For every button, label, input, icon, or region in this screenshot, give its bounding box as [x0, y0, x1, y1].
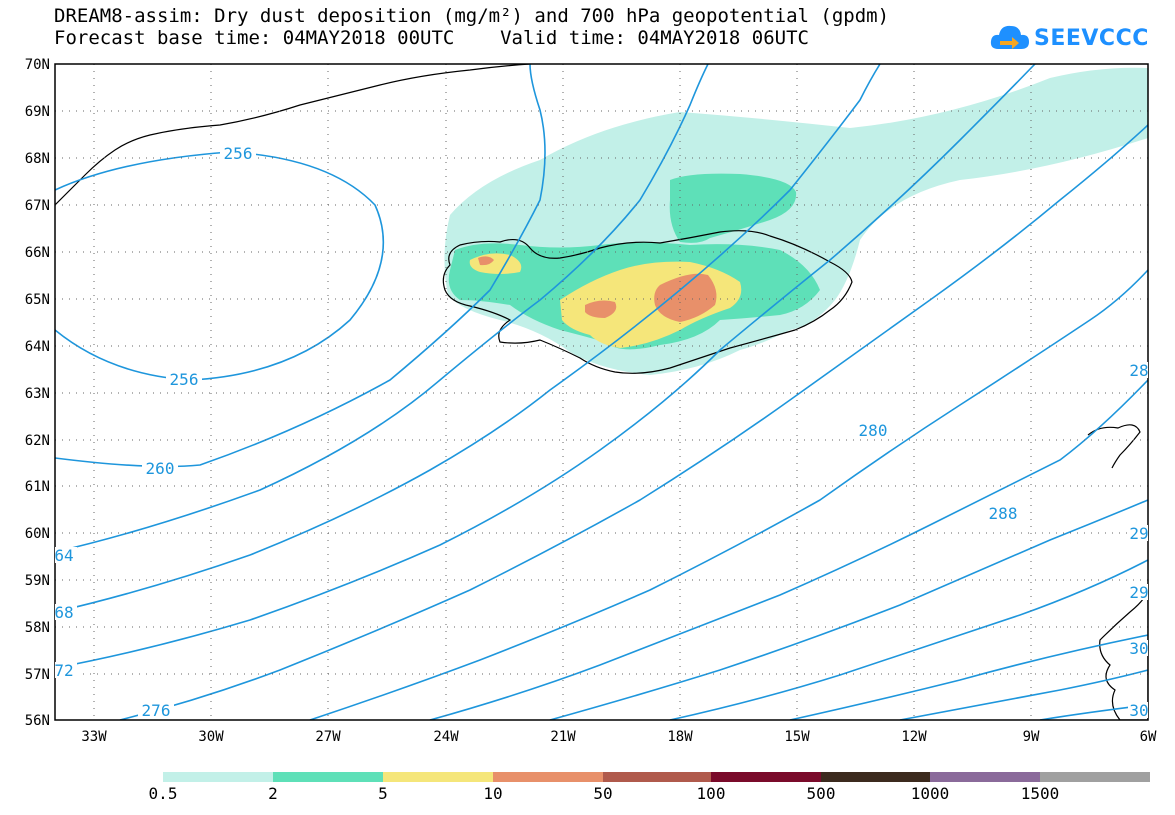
colorbar-swatch	[163, 772, 273, 782]
contour-284	[429, 379, 1148, 720]
dust-layer-10a	[654, 273, 717, 322]
map-frame	[54, 63, 1149, 721]
longitude-labels: 33W 30W 27W 24W 21W 18W 15W 12W 9W 6W	[81, 729, 1157, 745]
dust-layer-10b	[585, 300, 617, 318]
contour-label: 64	[54, 546, 73, 565]
lat-label: 61N	[25, 479, 50, 495]
contour-260	[55, 64, 546, 468]
gridlines	[55, 64, 1148, 720]
colorbar-label: 0.5	[148, 784, 178, 803]
contour-268	[55, 64, 881, 613]
contour-272	[55, 64, 1036, 669]
colorbar-label: 5	[378, 784, 388, 803]
lon-label: 21W	[550, 729, 576, 745]
colorbar-swatch	[493, 772, 603, 782]
lat-label: 67N	[25, 198, 50, 214]
colorbar	[163, 772, 1150, 782]
contour-292	[669, 559, 1148, 720]
contour-300	[899, 669, 1148, 720]
colorbar-swatch	[711, 772, 821, 782]
lon-label: 12W	[901, 729, 927, 745]
colorbar-swatch	[821, 772, 930, 782]
contour-label: 276	[142, 701, 171, 720]
contour-label: 68	[54, 603, 73, 622]
colorbar-label: 2	[268, 784, 278, 803]
lon-label: 33W	[81, 729, 107, 745]
contour-296	[789, 634, 1148, 720]
lat-label: 65N	[25, 292, 50, 308]
contour-label: 30	[1129, 639, 1148, 658]
colorbar-label: 50	[593, 784, 613, 803]
dust-deposition-shading	[444, 67, 1148, 375]
lat-label: 66N	[25, 245, 50, 261]
lat-label: 58N	[25, 620, 50, 636]
map-title-line2: Forecast base time: 04MAY2018 00UTC Vali…	[54, 27, 809, 49]
faroe-shetland-coast	[1087, 424, 1141, 469]
dust-layer-2a	[669, 173, 797, 243]
contour-288	[549, 499, 1148, 720]
lon-label: 6W	[1140, 729, 1157, 745]
colorbar-swatch	[383, 772, 493, 782]
iceland-coast	[442, 230, 853, 374]
contour-264	[55, 64, 709, 553]
lon-label: 18W	[667, 729, 693, 745]
contour-label: 72	[54, 661, 73, 680]
contour-labels: 256 256 260 64 68 72 276 280 288 28 29 2…	[54, 144, 1148, 720]
lat-label: 56N	[25, 713, 50, 729]
lat-label: 64N	[25, 339, 50, 355]
lon-label: 30W	[198, 729, 224, 745]
contour-label: 256	[170, 370, 199, 389]
lon-label: 9W	[1023, 729, 1040, 745]
lat-label: 70N	[25, 57, 50, 73]
cloud-arrow-icon	[990, 25, 1029, 49]
contour-label: 260	[146, 459, 175, 478]
colorbar-label: 100	[696, 784, 726, 803]
contour-label: 28	[1129, 361, 1148, 380]
colorbar-swatch	[273, 772, 383, 782]
lon-label: 15W	[784, 729, 810, 745]
lat-label: 69N	[25, 104, 50, 120]
contour-label: 288	[989, 504, 1018, 523]
colorbar-label: 500	[806, 784, 836, 803]
seevccc-logo: SEEVCCC	[990, 18, 1149, 58]
contour-label: 29	[1129, 583, 1148, 602]
latitude-labels: 70N 69N 68N 67N 66N 65N 64N 63N 62N 61N …	[25, 57, 50, 729]
colorbar-label: 1500	[1020, 784, 1060, 803]
contour-276	[119, 124, 1148, 720]
colorbar-label: 10	[483, 784, 503, 803]
colorbar-swatch	[1040, 772, 1150, 782]
lat-label: 68N	[25, 151, 50, 167]
colorbar-swatch	[603, 772, 711, 782]
colorbar-label: 1000	[910, 784, 950, 803]
lat-label: 62N	[25, 433, 50, 449]
lon-label: 24W	[433, 729, 459, 745]
lat-label: 57N	[25, 667, 50, 683]
greenland-coast	[55, 64, 531, 206]
lat-label: 60N	[25, 526, 50, 542]
lon-label: 27W	[315, 729, 341, 745]
colorbar-swatch	[930, 772, 1040, 782]
contour-label: 256	[224, 144, 253, 163]
lat-label: 63N	[25, 386, 50, 402]
contour-label: 280	[859, 421, 888, 440]
forecast-map: 70N 69N 68N 67N 66N 65N 64N 63N 62N 61N …	[25, 57, 1157, 745]
map-title-line1: DREAM8-assim: Dry dust deposition (mg/m²…	[54, 5, 890, 27]
lat-label: 59N	[25, 573, 50, 589]
dust-layer-10c	[478, 256, 494, 266]
contour-label: 30	[1129, 701, 1148, 720]
contour-label: 29	[1129, 524, 1148, 543]
logo-text: SEEVCCC	[1034, 25, 1149, 51]
